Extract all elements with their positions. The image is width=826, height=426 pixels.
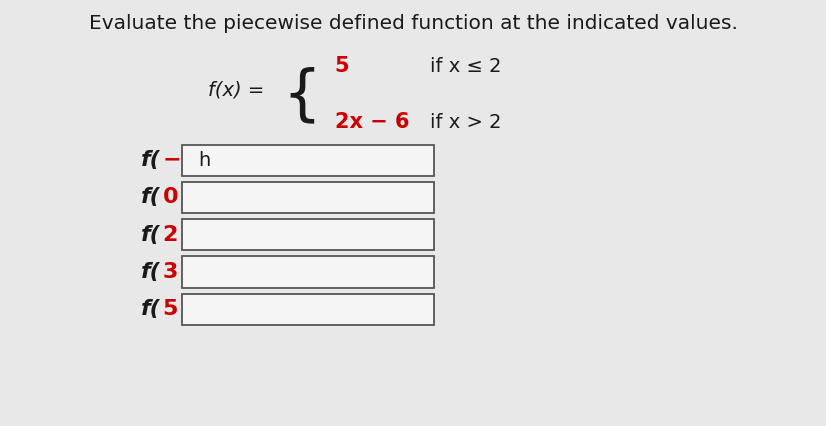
Text: ) =: ) =	[186, 262, 222, 282]
Text: ) =: ) =	[186, 187, 222, 207]
FancyBboxPatch shape	[182, 294, 434, 325]
Text: if x > 2: if x > 2	[430, 112, 501, 132]
Text: ) =: ) =	[186, 299, 222, 319]
Text: ) =: ) =	[208, 150, 244, 170]
FancyBboxPatch shape	[182, 256, 434, 288]
Text: 2x − 6: 2x − 6	[335, 112, 409, 132]
FancyBboxPatch shape	[182, 182, 434, 213]
Text: f(: f(	[141, 299, 161, 319]
Text: Evaluate the piecewise defined function at the indicated values.: Evaluate the piecewise defined function …	[88, 14, 738, 33]
FancyBboxPatch shape	[182, 219, 434, 250]
Text: f(: f(	[141, 262, 161, 282]
Text: 5: 5	[163, 299, 178, 319]
Text: f(: f(	[141, 225, 161, 245]
Text: 0: 0	[163, 187, 178, 207]
Text: if x ≤ 2: if x ≤ 2	[430, 57, 501, 75]
Text: ) =: ) =	[186, 225, 222, 245]
Text: −3: −3	[163, 150, 197, 170]
Text: f(: f(	[141, 150, 161, 170]
Text: h: h	[198, 151, 211, 170]
Text: 5: 5	[335, 56, 349, 76]
Text: 2: 2	[163, 225, 178, 245]
Text: 3: 3	[163, 262, 178, 282]
Text: {: {	[282, 66, 321, 126]
Text: f(x) =: f(x) =	[208, 81, 264, 100]
Text: f(: f(	[141, 187, 161, 207]
FancyBboxPatch shape	[182, 144, 434, 176]
